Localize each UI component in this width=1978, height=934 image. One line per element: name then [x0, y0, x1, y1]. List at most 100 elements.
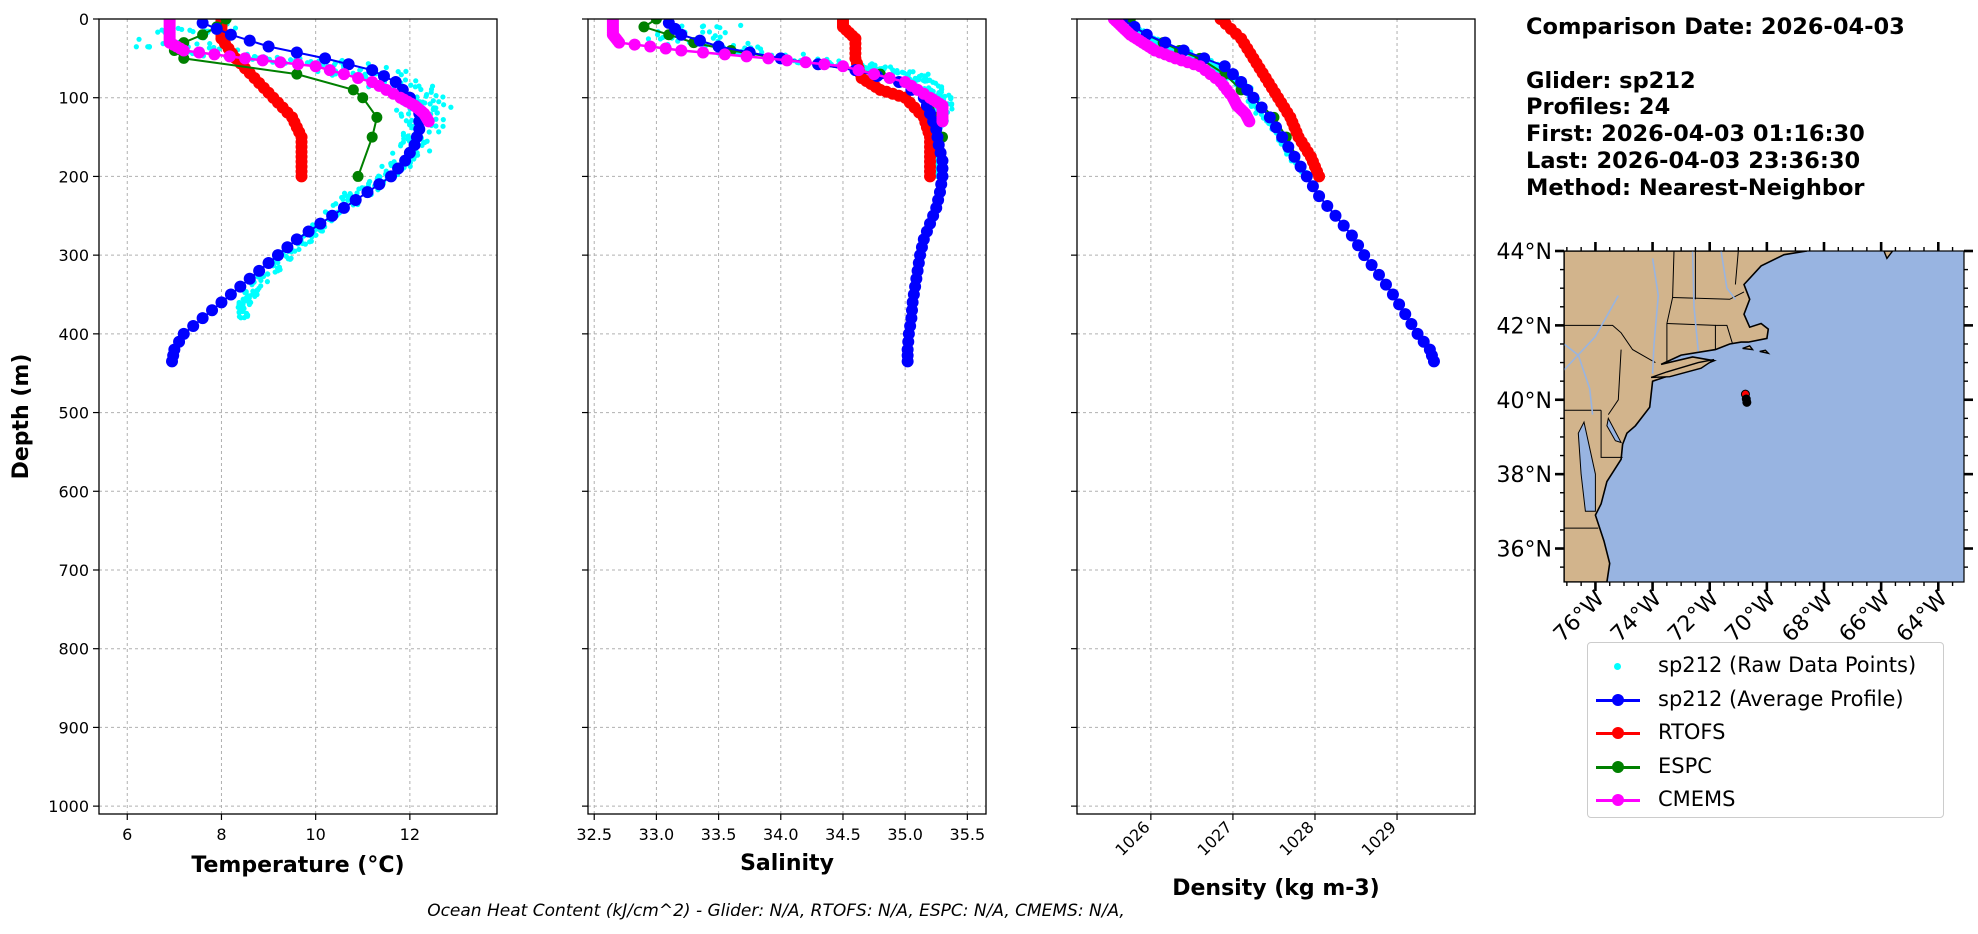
glider-position [1742, 397, 1752, 407]
series-point-avg [910, 272, 923, 285]
series-point-espc [220, 19, 232, 25]
raw-point [345, 197, 351, 203]
series-point-rtofs [1229, 27, 1242, 40]
raw-point [408, 82, 414, 88]
raw-point [390, 150, 396, 156]
series-rtofs [1214, 19, 1326, 183]
raw-point [935, 83, 941, 89]
raw-point [918, 72, 925, 78]
series-point-espc [638, 21, 650, 33]
series-point-rtofs [869, 80, 882, 93]
raw-point [246, 301, 253, 308]
island [1742, 344, 1755, 351]
raw-point [745, 40, 751, 46]
series-point-cmems [740, 50, 753, 63]
y-tick-label: 1000 [48, 797, 89, 816]
series-point-avg [934, 146, 947, 159]
raw-point [362, 71, 368, 77]
series-point-avg [385, 170, 398, 183]
series-point-avg [1177, 44, 1190, 57]
raw-point [310, 222, 316, 228]
series-point-avg [337, 201, 350, 214]
legend-marker [1612, 794, 1624, 806]
raw-point [275, 260, 281, 266]
series-point-cmems [352, 72, 365, 85]
series-point-cmems [675, 44, 688, 57]
series-point-cmems [337, 68, 350, 81]
series-point-avg [326, 209, 339, 222]
legend-item: sp212 (Raw Data Points) [1588, 650, 1943, 683]
series-point-avg [243, 34, 256, 47]
grid [99, 18, 497, 814]
state-border [1715, 324, 1734, 345]
raw-point [722, 30, 728, 36]
series-point-espc [347, 84, 359, 96]
raw-point [434, 110, 440, 116]
y-tick-label: 400 [58, 325, 89, 344]
comparison-info: Comparison Date: 2026-04-03 Glider: sp21… [1526, 14, 1905, 202]
state-border [1607, 349, 1622, 415]
series-point-avg [210, 22, 223, 35]
raw-point [319, 228, 326, 234]
legend-marker [1612, 727, 1624, 739]
raw-point [419, 99, 426, 105]
raw-point [710, 35, 716, 41]
raw-point [330, 202, 336, 208]
series-point-avg [377, 70, 390, 83]
series-point-avg [196, 19, 209, 29]
x-tick-label: 1026 [1111, 817, 1153, 859]
land [1564, 251, 1808, 582]
series-point-cmems [818, 58, 831, 71]
x-tick-label: 33.5 [701, 825, 737, 844]
series-point-avg [410, 131, 423, 144]
raw-point [757, 46, 764, 52]
raw-point [645, 36, 652, 42]
location-map: 36°N 38°N 40°N 42°N 44°N 76°W74°W72°W70°W68°W… [1497, 240, 1973, 647]
y-tick-label: 200 [58, 167, 89, 186]
x-tick-label: 8 [216, 825, 226, 844]
series-point-avg [206, 304, 219, 317]
series-point-avg [243, 272, 256, 285]
raw-point [287, 57, 294, 63]
series-point-avg [901, 349, 914, 362]
raw-point [394, 107, 400, 113]
raw-point [433, 123, 439, 129]
series-point-avg [1329, 209, 1342, 222]
series-point-avg [290, 46, 303, 59]
raw-point [206, 45, 213, 51]
legend-label: CMEMS [1658, 787, 1736, 811]
series-point-avg [927, 115, 940, 128]
series-point-avg [389, 75, 402, 88]
series-point-avg [1300, 170, 1313, 183]
state-border [1734, 251, 1739, 285]
series-point-cmems [697, 46, 710, 59]
raw-point [341, 190, 348, 196]
raw-point [409, 125, 415, 131]
state-border [1666, 251, 1675, 363]
series-point-avg [931, 131, 944, 144]
raw-point [419, 142, 425, 149]
series-point-avg [904, 319, 917, 332]
profile-panels: 6 8 10 12 0 100 200 300 400 500 600 700 800 900 1000 Te… [9, 10, 1476, 901]
last-time: Last: 2026-04-03 23:36:30 [1526, 147, 1861, 174]
axes-frame [1076, 18, 1476, 815]
series-point-rtofs [1256, 67, 1269, 80]
x-tick-label: 35.0 [887, 825, 923, 844]
state-border [1672, 291, 1745, 300]
series-point-avg [927, 209, 940, 222]
legend-label: sp212 (Average Profile) [1658, 686, 1904, 711]
raw-point [401, 136, 407, 142]
y-axis-label: Depth (m) [9, 354, 34, 480]
raw-point [700, 29, 706, 35]
raw-point [403, 68, 409, 74]
series-point-cmems [1187, 58, 1200, 71]
series-point-cmems [309, 60, 322, 73]
raw-point [949, 106, 955, 112]
y-tick-label: 300 [58, 246, 89, 265]
raw-point [904, 72, 910, 78]
series-point-espc [357, 92, 369, 104]
series-point-avg [1405, 318, 1418, 331]
series-point-avg [271, 249, 284, 262]
raw-point [938, 87, 945, 93]
x-axis-label: Density (kg m-3) [1172, 876, 1380, 901]
